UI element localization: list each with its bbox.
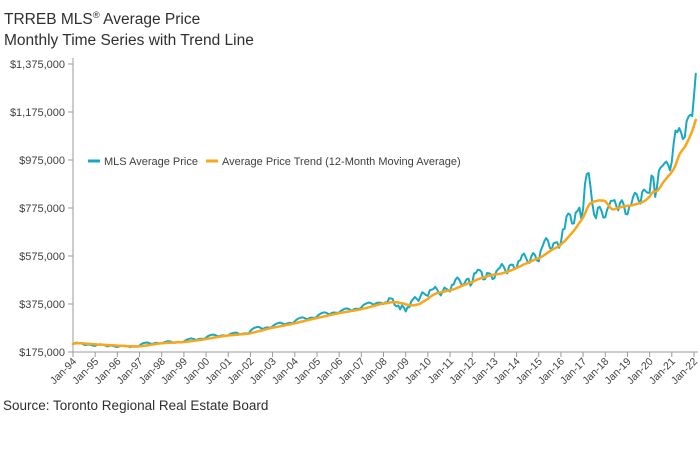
y-tick-label: $775,000 bbox=[19, 203, 65, 215]
y-tick-label: $175,000 bbox=[19, 347, 65, 359]
y-tick-label: $1,375,000 bbox=[10, 59, 65, 71]
chart-subtitle: Monthly Time Series with Trend Line bbox=[4, 32, 254, 50]
chart-title: TRREB MLS® Average Price Monthly Time Se… bbox=[4, 5, 254, 51]
chart-title-line1: TRREB MLS® Average Price bbox=[4, 10, 201, 29]
y-tick-label: $975,000 bbox=[19, 155, 65, 167]
source-note: Source: Toronto Regional Real Estate Boa… bbox=[3, 398, 269, 413]
legend-label-average-price-trend: Average Price Trend (12-Month Moving Ave… bbox=[222, 156, 461, 168]
y-tick-label: $575,000 bbox=[19, 251, 65, 263]
registered-trademark-symbol: ® bbox=[92, 10, 100, 21]
average-price-trend-line bbox=[71, 118, 698, 348]
y-tick-label: $375,000 bbox=[19, 299, 65, 311]
legend-label-mls-average-price: MLS Average Price bbox=[104, 156, 198, 168]
mls-average-price-line bbox=[72, 72, 697, 349]
y-tick-label: $1,175,000 bbox=[10, 107, 65, 119]
